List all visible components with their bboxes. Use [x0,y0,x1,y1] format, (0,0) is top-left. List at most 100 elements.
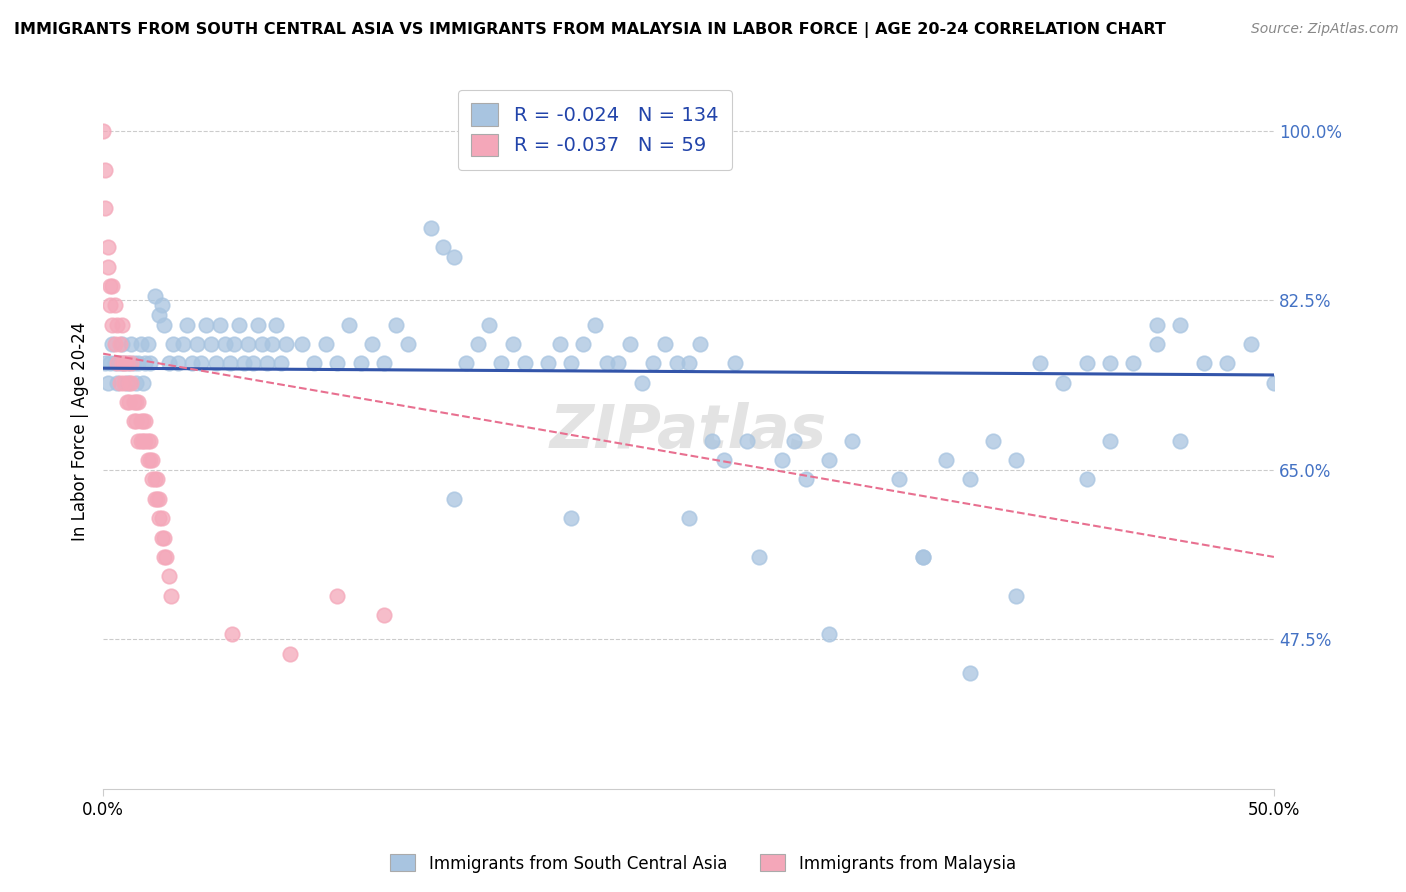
Point [361,337,384,351]
Point [911,549,934,564]
Point [266,318,288,332]
Point [118,376,141,390]
Point [654,337,676,351]
Point [134,356,156,370]
Point [513,356,536,370]
Point [256,356,278,370]
Point [935,453,957,467]
Point [136,453,159,467]
Point [1122,356,1144,370]
Point [607,356,630,370]
Point [373,607,395,622]
Point [111,337,134,351]
Point [148,308,170,322]
Point [146,473,169,487]
Point [1146,337,1168,351]
Point [502,337,524,351]
Point [148,491,170,506]
Point [172,337,194,351]
Y-axis label: In Labor Force | Age 20-24: In Labor Force | Age 20-24 [72,321,89,541]
Point [94,162,117,177]
Point [326,356,349,370]
Point [274,337,297,351]
Point [162,337,184,351]
Point [224,337,246,351]
Point [841,434,863,448]
Point [959,473,981,487]
Point [889,473,911,487]
Point [713,453,735,467]
Point [101,318,124,332]
Point [190,356,212,370]
Point [770,453,793,467]
Point [143,473,166,487]
Point [724,356,747,370]
Point [139,453,162,467]
Point [129,337,152,351]
Point [326,589,349,603]
Point [108,356,131,370]
Point [242,356,264,370]
Point [112,356,135,370]
Point [228,318,250,332]
Point [143,288,166,302]
Point [1076,356,1098,370]
Point [111,356,134,370]
Point [122,395,145,409]
Point [537,356,560,370]
Point [160,589,183,603]
Point [1005,589,1028,603]
Point [141,473,163,487]
Point [221,627,243,641]
Point [129,434,152,448]
Point [120,376,142,390]
Point [385,318,408,332]
Point [467,337,489,351]
Point [181,356,204,370]
Point [150,531,173,545]
Point [270,356,292,370]
Point [115,395,138,409]
Point [619,337,641,351]
Point [94,356,117,370]
Point [396,337,419,351]
Point [98,356,121,370]
Point [218,356,240,370]
Point [97,260,120,274]
Point [108,376,131,390]
Point [735,434,758,448]
Point [115,376,138,390]
Point [139,356,162,370]
Point [134,414,156,428]
Point [105,356,128,370]
Point [1263,376,1285,390]
Point [818,453,841,467]
Point [139,434,162,448]
Point [689,337,711,351]
Legend: R = -0.024   N = 134, R = -0.037   N = 59: R = -0.024 N = 134, R = -0.037 N = 59 [457,90,733,169]
Point [630,376,652,390]
Point [132,414,155,428]
Point [157,356,180,370]
Point [150,298,173,312]
Point [678,356,700,370]
Point [678,511,700,525]
Point [129,414,152,428]
Point [112,356,135,370]
Point [783,434,806,448]
Point [1098,356,1121,370]
Point [148,511,170,525]
Point [122,356,145,370]
Point [214,337,236,351]
Point [122,414,145,428]
Point [120,356,142,370]
Point [127,356,149,370]
Point [1146,318,1168,332]
Point [136,337,159,351]
Point [209,318,232,332]
Point [118,395,141,409]
Point [959,666,981,681]
Point [125,395,148,409]
Point [157,569,180,583]
Point [315,337,337,351]
